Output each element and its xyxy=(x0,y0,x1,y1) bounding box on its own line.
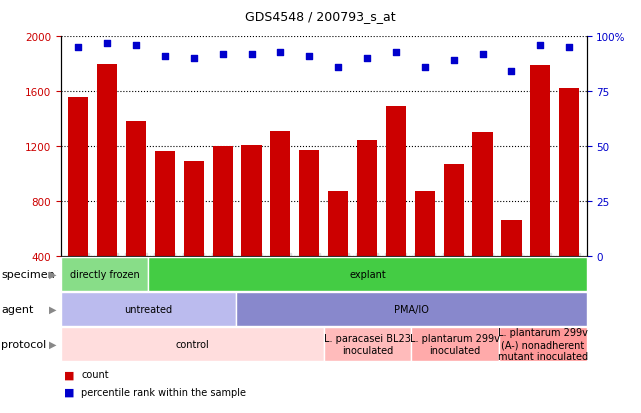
Text: ▶: ▶ xyxy=(49,269,57,279)
Bar xyxy=(328,192,348,311)
Bar xyxy=(415,192,435,311)
Text: PMA/IO: PMA/IO xyxy=(394,304,429,314)
Point xyxy=(188,56,199,62)
Bar xyxy=(154,152,175,311)
Text: L. plantarum 299v
(A-) nonadherent
mutant inoculated: L. plantarum 299v (A-) nonadherent mutan… xyxy=(497,327,588,362)
Bar xyxy=(299,151,319,311)
Bar xyxy=(472,133,493,311)
Point xyxy=(275,49,285,56)
Point xyxy=(449,58,459,64)
Point xyxy=(131,43,141,49)
Text: L. paracasei BL23
inoculated: L. paracasei BL23 inoculated xyxy=(324,333,411,356)
Text: ■: ■ xyxy=(64,370,74,380)
Point xyxy=(73,45,83,52)
Bar xyxy=(213,147,233,311)
Point xyxy=(333,64,344,71)
Text: ▶: ▶ xyxy=(49,304,57,314)
Point xyxy=(217,51,228,58)
Bar xyxy=(386,107,406,311)
Point xyxy=(391,49,401,56)
Text: ■: ■ xyxy=(64,387,74,397)
Text: explant: explant xyxy=(349,269,386,279)
Point xyxy=(304,54,314,60)
Bar xyxy=(530,66,551,311)
Bar xyxy=(242,145,262,311)
Bar xyxy=(97,64,117,311)
Point xyxy=(362,56,372,62)
Point xyxy=(506,69,517,76)
Point xyxy=(420,64,430,71)
Bar xyxy=(68,97,88,311)
Text: ▶: ▶ xyxy=(49,339,57,349)
Text: protocol: protocol xyxy=(1,339,47,349)
Bar xyxy=(183,161,204,311)
Point xyxy=(246,51,256,58)
Point xyxy=(564,45,574,52)
Bar xyxy=(501,221,522,311)
Text: control: control xyxy=(176,339,209,349)
Point xyxy=(535,43,545,49)
Point xyxy=(102,40,112,47)
Bar xyxy=(126,122,146,311)
Text: untreated: untreated xyxy=(124,304,172,314)
Bar xyxy=(271,132,290,311)
Bar xyxy=(357,141,377,311)
Text: agent: agent xyxy=(1,304,34,314)
Bar xyxy=(444,164,464,311)
Text: specimen: specimen xyxy=(1,269,55,279)
Text: percentile rank within the sample: percentile rank within the sample xyxy=(81,387,246,397)
Bar xyxy=(559,89,579,311)
Text: GDS4548 / 200793_s_at: GDS4548 / 200793_s_at xyxy=(246,10,395,23)
Point xyxy=(160,54,170,60)
Point xyxy=(478,51,488,58)
Text: count: count xyxy=(81,370,109,380)
Text: directly frozen: directly frozen xyxy=(70,269,140,279)
Text: L. plantarum 299v
inoculated: L. plantarum 299v inoculated xyxy=(410,333,500,356)
